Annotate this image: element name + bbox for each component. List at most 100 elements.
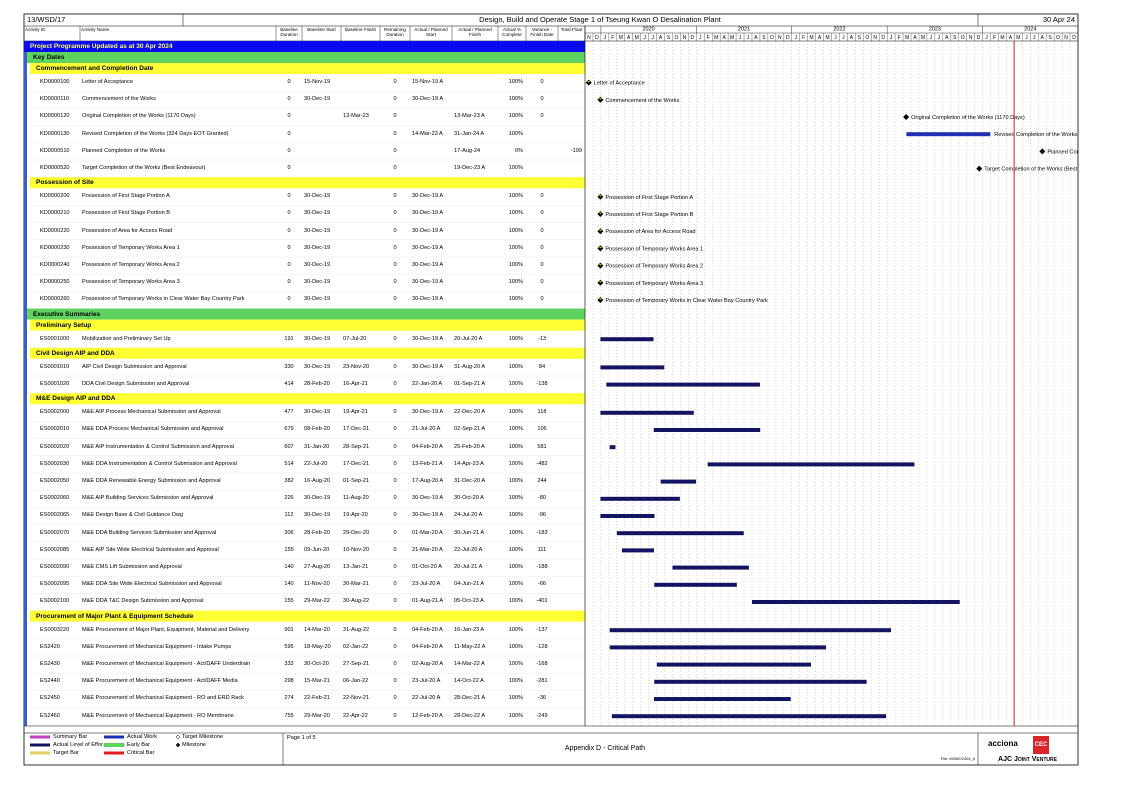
cell: 0 — [393, 626, 397, 633]
month-label: D — [691, 35, 695, 41]
cell: 0 — [287, 227, 291, 234]
cell: Possession of First Stage Portion B — [82, 210, 170, 217]
cell: 0 — [287, 193, 291, 200]
legend-label: Summary Bar — [53, 734, 88, 740]
cell: 0 — [287, 130, 291, 137]
cell: 01-Sep-21 — [343, 478, 370, 484]
gantt-bar — [611, 714, 887, 719]
month-label: A — [850, 35, 854, 41]
cell: 30-Dec-19 — [304, 363, 331, 370]
milestone-fill — [598, 195, 602, 197]
cell: 02-Aug-20 A — [412, 661, 444, 667]
cell: 13-Feb-21 A — [412, 460, 443, 467]
milestone-label: Possession of Temporary Works Area 2 — [605, 264, 703, 270]
cell: 31-Dec-20 A — [454, 478, 486, 484]
cell: 0 — [540, 296, 544, 303]
legend-label: Target Milestone — [182, 734, 224, 740]
cell: 02-Sep-21 A — [454, 426, 486, 433]
month-label: S — [667, 35, 671, 41]
month-label: A — [818, 35, 822, 41]
cell: 0 — [393, 661, 397, 667]
cell: 100% — [508, 460, 523, 467]
cell: KD0000230 — [40, 244, 70, 251]
cell: 0 — [540, 210, 544, 217]
cell: 01-Sep-21 A — [454, 381, 486, 387]
logo-jv: AJC Joint Venture — [998, 756, 1057, 763]
cell: -168 — [536, 661, 548, 667]
cell: ES0002095 — [40, 581, 70, 588]
cell: M&E AIP Process Mechanical Submission an… — [82, 409, 221, 416]
left-strip — [24, 41, 27, 726]
cell: 306 — [284, 529, 294, 536]
cell: 0 — [393, 79, 397, 85]
cell: 07-Jul-20 — [343, 335, 367, 342]
cell: 100% — [508, 262, 523, 268]
month-label: J — [747, 35, 750, 41]
cell: 226 — [284, 495, 294, 502]
section-band — [30, 63, 585, 74]
cell: 100% — [508, 363, 523, 370]
cell: 04-Feb-20 A — [412, 443, 443, 450]
cell: 0 — [393, 409, 397, 416]
cell: 20-Jul-21 A — [454, 564, 483, 570]
cell: 100% — [508, 598, 523, 605]
cell: 0 — [540, 79, 544, 85]
cell: 0 — [393, 564, 397, 570]
group-band — [27, 52, 585, 63]
cell: M&E CMS Lift Submission and Approval — [82, 564, 182, 570]
month-label: O — [865, 35, 869, 41]
cell: 31-Aug-22 — [343, 626, 370, 633]
cell: M&E DDA T&C Design Submission and Approv… — [82, 598, 204, 605]
milestone-fill — [598, 98, 602, 100]
milestone-label: Possession of Area for Access Road — [605, 229, 695, 235]
cell: ES2440 — [40, 678, 60, 685]
cell: 30-Dec-19 — [304, 262, 331, 268]
cell: KD0000130 — [40, 130, 70, 137]
cell: 0 — [393, 695, 397, 702]
legend-swatch — [104, 735, 124, 739]
month-label: S — [858, 35, 862, 41]
cell: 191 — [284, 335, 294, 342]
cell: 755 — [284, 712, 294, 719]
cell: 30-Dec-19 A — [412, 363, 444, 370]
month-label: J — [794, 35, 797, 41]
month-label: J — [699, 35, 702, 41]
cell: 17-Dec-21 — [343, 426, 370, 433]
cell: 31-Jan-24 A — [454, 130, 485, 137]
cell: 0 — [393, 460, 397, 467]
cell: 01-Oct-20 A — [412, 564, 442, 570]
month-label: J — [930, 35, 933, 41]
cell: 100% — [508, 279, 523, 286]
gantt-bar — [906, 132, 991, 137]
cell: 100% — [508, 244, 523, 251]
cell: 100% — [508, 529, 523, 536]
month-label: D — [595, 35, 599, 41]
cell: M&E DDA Site Wide Electrical Submission … — [82, 581, 222, 588]
cell: 22-Nov-21 — [343, 695, 370, 702]
cell: 08-Feb-20 — [304, 426, 330, 433]
cell: Commencement of the Works — [82, 96, 156, 103]
year-label: 2023 — [929, 27, 941, 33]
cell: M&E Design Base & Civil Guidance Dwg — [82, 512, 184, 519]
cell: 0 — [393, 335, 397, 342]
cell: Planned Completion of the Works — [82, 147, 166, 154]
cell: ES0002100 — [40, 598, 70, 605]
cell: 30-Dec-19 — [304, 244, 331, 251]
month-label: S — [1048, 35, 1052, 41]
cell: 22-Feb-21 — [304, 695, 330, 702]
cell: 02-Jan-22 — [343, 643, 369, 650]
cell: 0 — [393, 96, 397, 103]
month-label: M — [730, 35, 734, 41]
project-title: Design, Build and Operate Stage 1 of Tse… — [479, 15, 721, 24]
cell: 0 — [540, 96, 544, 103]
cell: 14-Mar-20 — [304, 626, 330, 633]
milestone-fill — [598, 298, 602, 300]
month-label: A — [627, 35, 631, 41]
cell: 111 — [537, 546, 547, 553]
cell: 0 — [393, 279, 397, 286]
month-label: J — [651, 35, 654, 41]
cell: 22-Dec-20 A — [454, 409, 486, 416]
cell: 100% — [508, 695, 523, 702]
section-band-label: Preliminary Setup — [36, 321, 92, 329]
cell: 29-Mar-20 — [304, 712, 330, 719]
